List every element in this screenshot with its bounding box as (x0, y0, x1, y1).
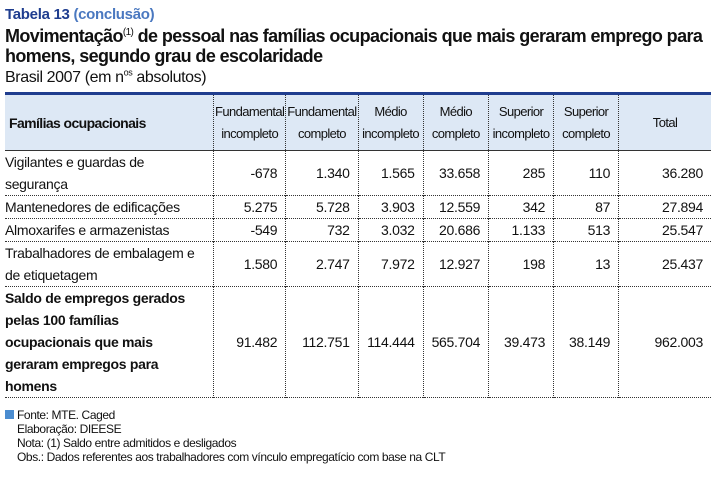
table-cell: 20.686 (422, 218, 489, 242)
table-cell: 38.149 (553, 286, 619, 398)
table-row: Mantenedores de edificações 5.275 5.728 3.9… (5, 195, 711, 219)
header-row: Famílias ocupacionais Fundamental incomp… (5, 93, 711, 151)
row-label: Vigilantes e guardas de segurança (5, 150, 214, 196)
table-cell: 39.473 (488, 286, 554, 398)
table-row: Almoxarifes e armazenistas -549 732 3.032 20… (5, 218, 711, 242)
table-label: Tabela 13 (conclusão) (5, 6, 711, 24)
header-cell: Médio incompleto (357, 93, 424, 151)
notes: Fonte: MTE. Caged Elaboração: DIEESE Not… (5, 408, 711, 464)
note-obs: Obs.: Dados referentes aos trabalhadores… (17, 450, 446, 464)
table-cell: 513 (553, 218, 619, 242)
table-cell: 114.444 (357, 286, 424, 398)
table-cell: 1.340 (285, 150, 359, 196)
header-cell: Famílias ocupacionais (5, 93, 214, 151)
table-cell: 33.658 (422, 150, 489, 196)
page: Tabela 13 (conclusão) Movimentação(1) de… (5, 6, 711, 464)
table-cell: 36.280 (618, 150, 711, 196)
title-footnote-ref: (1) (122, 27, 134, 38)
header-cell: Fundamental completo (285, 93, 359, 151)
table-cell: 91.482 (212, 286, 286, 398)
row-label: Mantenedores de edificações (5, 195, 214, 219)
table-cell: 3.032 (357, 218, 424, 242)
table-cell: 342 (488, 195, 554, 219)
table-cell: 112.751 (285, 286, 359, 398)
subtitle-sup: os (123, 67, 133, 78)
table-cell: 13 (553, 241, 619, 287)
table-cell: 565.704 (422, 286, 489, 398)
table-cell: 1.133 (488, 218, 554, 242)
table-cell: 110 (553, 150, 619, 196)
table-status: (conclusão) (73, 6, 155, 23)
table-cell: 732 (285, 218, 359, 242)
header-cell: Médio completo (422, 93, 489, 151)
page-title: Movimentação(1) de pessoal nas famílias … (5, 26, 711, 66)
table-cell: 285 (488, 150, 554, 196)
subtitle-text-rest: absolutos) (132, 69, 207, 86)
title-text-rest: de pessoal nas famílias ocupacionais que… (5, 26, 703, 66)
table-cell: 2.747 (285, 241, 359, 287)
table-cell: 1.565 (357, 150, 424, 196)
table-cell: 27.894 (618, 195, 711, 219)
table-row: Trabalhadores de embalagem e de etiqueta… (5, 241, 711, 287)
table-cell: -549 (212, 218, 286, 242)
header-cell: Total (618, 93, 711, 151)
table-cell: 87 (553, 195, 619, 219)
table-cell: 25.547 (618, 218, 711, 242)
note-footnote: Nota: (1) Saldo entre admitidos e deslig… (17, 436, 237, 450)
table-cell: 12.927 (422, 241, 489, 287)
header-cell: Superior incompleto (488, 93, 554, 151)
note-source: Fonte: MTE. Caged (17, 408, 115, 422)
table-cell: 5.728 (285, 195, 359, 219)
table-row: Saldo de empregos gerados pelas 100 famí… (5, 286, 711, 398)
table-cell: 12.559 (422, 195, 489, 219)
data-table: Famílias ocupacionais Fundamental incomp… (5, 92, 711, 398)
row-label: Trabalhadores de embalagem e de etiqueta… (5, 241, 214, 287)
table-cell: 3.903 (357, 195, 424, 219)
note-elaboration: Elaboração: DIEESE (17, 422, 122, 436)
table-cell: 962.003 (618, 286, 711, 398)
title-text: Movimentação (5, 26, 123, 46)
table-cell: 7.972 (357, 241, 424, 287)
table-row: Vigilantes e guardas de segurança -678 1.3… (5, 150, 711, 196)
bullet-square-icon (5, 410, 14, 419)
table-cell: 5.275 (212, 195, 286, 219)
table-cell: -678 (212, 150, 286, 196)
table-cell: 1.580 (212, 241, 286, 287)
table-cell: 25.437 (618, 241, 711, 287)
header-cell: Fundamental incompleto (212, 93, 286, 151)
header-cell: Superior completo (553, 93, 619, 151)
row-label: Saldo de empregos gerados pelas 100 famí… (5, 286, 214, 398)
table-number: Tabela 13 (5, 6, 70, 23)
row-label: Almoxarifes e armazenistas (5, 218, 214, 242)
table-cell: 198 (488, 241, 554, 287)
subtitle-text: Brasil 2007 (em n (5, 69, 124, 86)
subtitle: Brasil 2007 (em nos absolutos) (5, 68, 711, 88)
